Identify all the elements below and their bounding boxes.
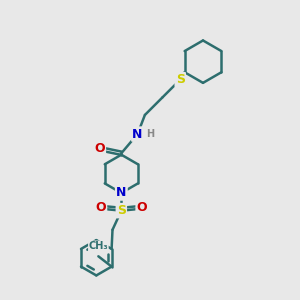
Text: CH₃: CH₃ [88,241,108,251]
Text: N: N [132,128,143,141]
Text: S: S [176,73,185,86]
Text: N: N [116,187,127,200]
Text: H: H [146,129,154,139]
Text: O: O [136,201,147,214]
Text: S: S [117,204,126,217]
Text: O: O [95,201,106,214]
Text: O: O [94,142,105,155]
